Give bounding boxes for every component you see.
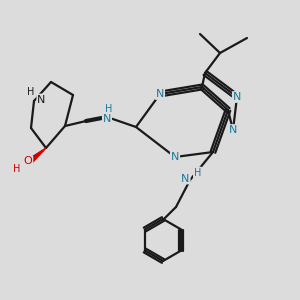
Text: H: H: [105, 104, 112, 115]
Text: N: N: [103, 113, 111, 124]
Text: H: H: [27, 87, 35, 97]
Text: N: N: [37, 94, 46, 104]
Text: H: H: [194, 167, 201, 178]
Text: N: N: [229, 125, 237, 135]
Text: N: N: [233, 92, 241, 102]
Text: N: N: [156, 89, 164, 99]
Text: N: N: [171, 152, 179, 162]
Text: O: O: [24, 157, 32, 166]
Text: N: N: [181, 173, 190, 184]
Text: H: H: [13, 164, 20, 174]
Polygon shape: [26, 148, 46, 165]
